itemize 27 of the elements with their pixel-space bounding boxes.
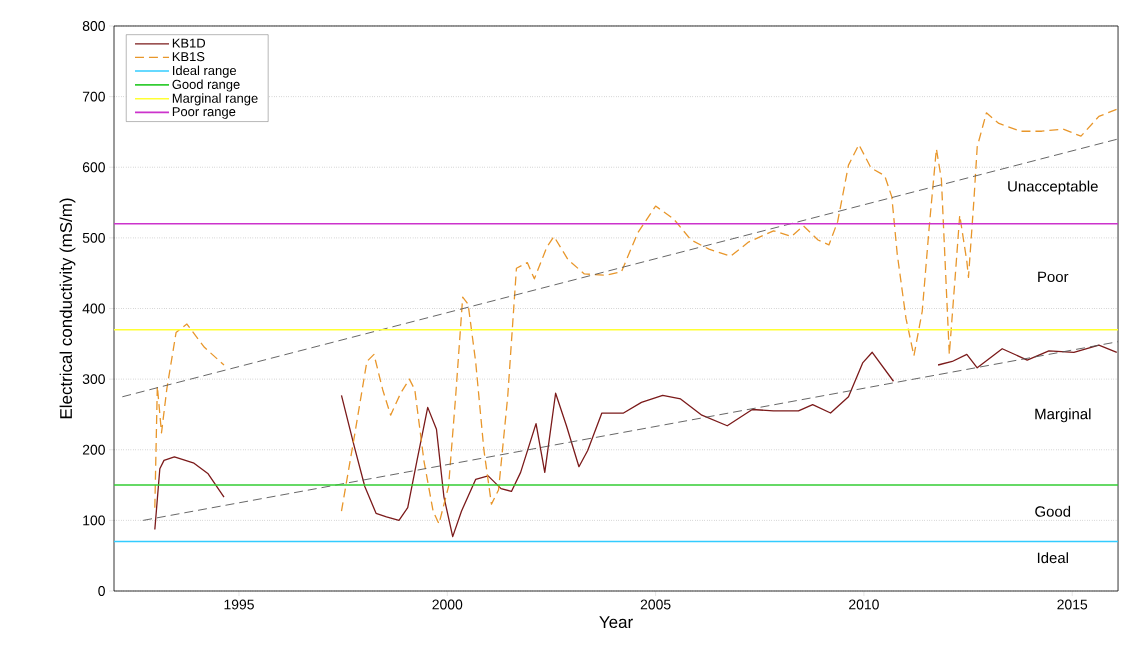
annotation: Unacceptable	[1008, 180, 1098, 195]
annotation: Poor	[1038, 271, 1069, 283]
y-tick-label: 400	[82, 303, 105, 314]
y-tick-label: 700	[82, 91, 105, 102]
x-tick-label: 2015	[1057, 599, 1088, 610]
annotation: Ideal	[1037, 552, 1068, 564]
legend-label: Ideal range	[173, 65, 237, 78]
legend-label: Marginal range	[172, 93, 258, 106]
x-tick-label: 1995	[224, 599, 254, 610]
y-tick-label: 600	[82, 162, 105, 173]
x-axis-title: Year	[599, 616, 633, 629]
y-axis-title: Electrical conductivity (mS/m)	[59, 198, 76, 419]
legend-label: KB1S	[172, 52, 205, 62]
legend-label: KB1D	[172, 38, 206, 48]
legend-label: Poor range	[172, 107, 236, 119]
y-tick-label: 100	[83, 515, 105, 526]
annotation: Good	[1035, 505, 1071, 517]
x-tick-label: 2005	[640, 599, 671, 610]
y-tick-label: 300	[82, 374, 105, 385]
annotation: Marginal	[1035, 408, 1091, 423]
y-tick-label: 500	[82, 232, 105, 243]
legend-label: Good range	[172, 79, 240, 92]
x-tick-label: 2010	[849, 599, 879, 610]
x-tick-label: 2000	[432, 599, 463, 610]
y-tick-label: 800	[82, 21, 105, 31]
y-tick-label: 0	[98, 586, 105, 596]
y-tick-label: 200	[82, 444, 105, 455]
